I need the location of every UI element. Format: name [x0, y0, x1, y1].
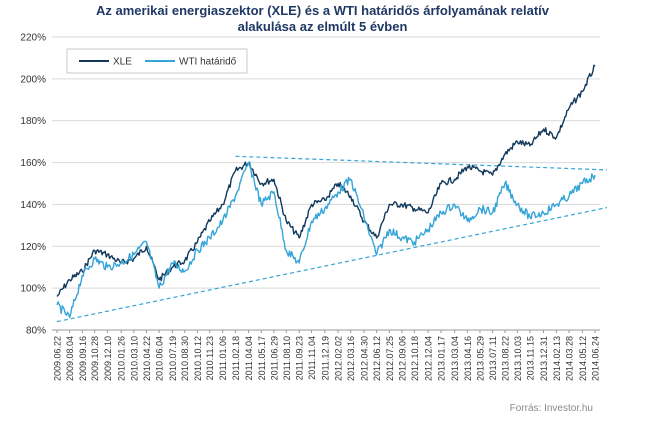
trendline: [235, 155, 608, 171]
x-tick-label: 2010.11.23: [205, 336, 215, 380]
chart-title-line-1: Az amerikai energiaszektor (XLE) és a WT…: [95, 3, 549, 18]
legend: XLE WTI határidő: [66, 48, 248, 74]
gridlines: [52, 36, 600, 331]
x-tick-label: 2013.10.03: [513, 336, 523, 381]
x-tick-label: 2010.06.04: [155, 336, 165, 381]
x-tick-label: 2012.03.16: [346, 336, 356, 381]
x-tick-label: 2009.10.28: [90, 336, 100, 381]
x-tick-label: 2011.11.04: [307, 336, 317, 380]
x-tick-label: 2012.12.04: [424, 336, 434, 381]
x-tick-label: 2012.10.18: [410, 336, 420, 381]
x-tick-label: 2012.04.30: [359, 336, 369, 381]
x-tick-label: 2014.05.12: [578, 336, 588, 381]
x-tick-label: 2011.02.18: [231, 336, 241, 380]
legend-label: WTI határidő: [179, 57, 237, 68]
x-tick-label: 2010.04.22: [142, 336, 152, 381]
x-tick-label: 2011.05.17: [257, 336, 267, 380]
x-tick-label: 2009.12.10: [103, 336, 113, 381]
trendline: [56, 206, 608, 323]
y-tick-label: 120%: [20, 242, 46, 253]
x-tick-label: 2010.01.26: [117, 336, 127, 381]
x-tick-label: 2012.07.25: [385, 336, 395, 381]
x-tick-label: 2013.03.04: [450, 336, 460, 381]
x-tick-label: 2014.03.28: [565, 336, 575, 381]
x-tick-label: 2009.09.16: [78, 336, 88, 381]
y-tick-label: 220%: [20, 33, 46, 44]
x-tick-label: 2013.11.15: [525, 336, 535, 380]
x-tick-label: 2013.08.22: [500, 336, 510, 381]
series-lines: [56, 64, 596, 319]
chart-title-line-2: alakulása az elmúlt 5 évben: [237, 19, 408, 34]
x-tick-label: 2013.12.31: [539, 336, 549, 381]
x-tick-label: 2010.03.10: [129, 336, 139, 381]
y-tick-label: 80%: [26, 326, 46, 337]
x-tick-label: 2014.06.24: [591, 336, 601, 381]
x-tick-label: 2010.08.30: [180, 336, 190, 381]
trendlines: [56, 155, 608, 323]
x-tick-label: 2009.06.22: [53, 336, 63, 381]
x-tick-label: 2012.09.06: [397, 336, 407, 381]
x-tick-label: 2011.12.19: [320, 336, 330, 380]
x-axis: 2009.06.22 2009.08.04 2009.09.16 2009.10.28…: [53, 330, 601, 381]
y-tick-label: 180%: [20, 116, 46, 127]
x-tick-label: 2013.07.11: [488, 336, 498, 380]
chart-title: Az amerikai energiaszektor (XLE) és a WT…: [0, 3, 645, 35]
x-tick-label: 2011.01.06: [218, 336, 228, 380]
x-tick-label: 2012.06.12: [372, 336, 382, 381]
legend-label: XLE: [113, 57, 132, 68]
series-line-xle: [56, 64, 596, 297]
x-tick-label: 2010.10.12: [193, 336, 203, 381]
x-tick-label: 2010.07.19: [168, 336, 178, 381]
x-tick-label: 2013.05.29: [475, 336, 485, 381]
y-axis: 80% 100% 120% 140% 160% 180% 200% 220%: [20, 33, 600, 337]
source-note: Forrás: Investor.hu: [509, 403, 593, 414]
x-tick-label: 2011.09.23: [295, 336, 305, 380]
x-tick-label: 2014.02.13: [552, 336, 562, 381]
x-tick-label: 2011.06.29: [269, 336, 279, 380]
y-tick-label: 100%: [20, 284, 46, 295]
x-tick-label: 2011.04.04: [244, 336, 254, 380]
x-tick-label: 2012.02.02: [334, 336, 344, 381]
x-tick-label: 2013.04.16: [463, 336, 473, 381]
x-tick-label: 2013.01.17: [437, 336, 447, 381]
x-tick-label: 2009.08.04: [65, 336, 75, 381]
y-tick-label: 140%: [20, 200, 46, 211]
x-tick-label: 2011.08.10: [282, 336, 292, 380]
y-tick-label: 200%: [20, 74, 46, 85]
y-tick-label: 160%: [20, 158, 46, 169]
series-line-wti: [56, 161, 596, 319]
